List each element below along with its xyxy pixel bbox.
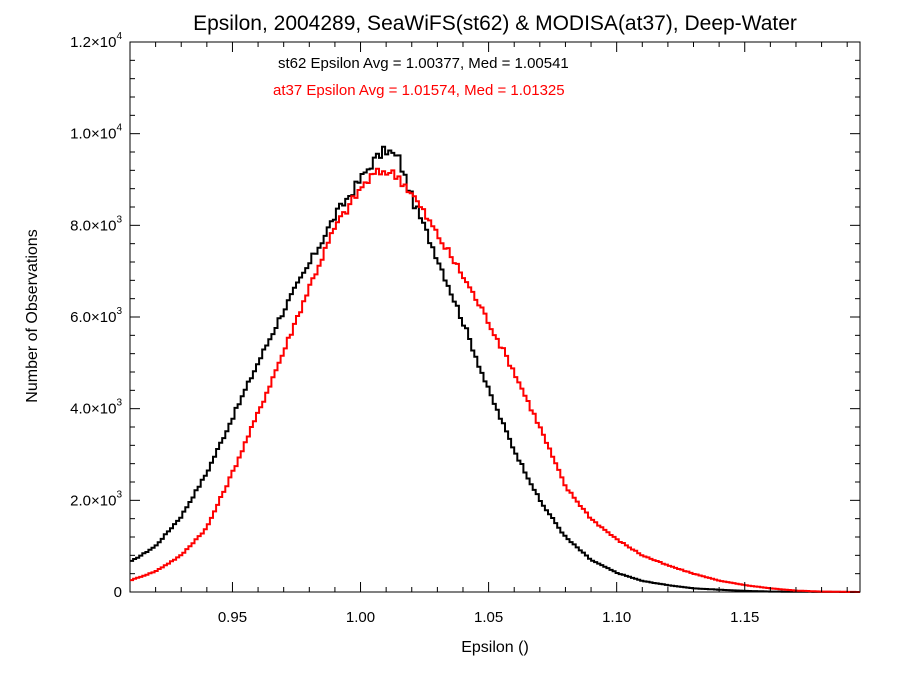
y-tick-label: 0 xyxy=(114,584,122,601)
y-tick-label: 2.0×103 xyxy=(70,489,122,509)
annotation-at37: at37 Epsilon Avg = 1.01574, Med = 1.0132… xyxy=(273,82,565,99)
y-axis-ticks: 0 2.0×103 4.0×103 6.0×103 8.0×103 1.0×104 1.2×… xyxy=(70,31,860,601)
y-axis-label: Number of Observations xyxy=(24,229,41,402)
chart-title: Epsilon, 2004289, SeaWiFS(st62) & MODISA… xyxy=(193,12,797,35)
y-tick-label: 4.0×103 xyxy=(70,398,122,418)
y-tick-label: 8.0×103 xyxy=(70,214,122,234)
x-tick-label: 1.05 xyxy=(474,609,503,626)
plot-border xyxy=(129,41,861,593)
plot-frame xyxy=(129,41,861,593)
annotation-st62: st62 Epsilon Avg = 1.00377, Med = 1.0054… xyxy=(278,55,569,72)
x-tick-label: 1.15 xyxy=(730,609,759,626)
x-tick-label: 1.00 xyxy=(346,609,375,626)
x-axis-ticks: 0.95 1.00 1.05 1.10 1.15 xyxy=(129,42,848,626)
x-tick-label: 1.10 xyxy=(602,609,631,626)
series-at37-line xyxy=(130,167,860,593)
y-tick-label: 1.2×104 xyxy=(70,31,122,51)
y-tick-label: 1.0×104 xyxy=(70,123,122,143)
x-axis-label: Epsilon () xyxy=(461,639,529,656)
series-st62-line xyxy=(130,145,860,593)
series-layer xyxy=(130,145,860,593)
y-tick-label: 6.0×103 xyxy=(70,306,122,326)
x-tick-label: 0.95 xyxy=(218,609,247,626)
